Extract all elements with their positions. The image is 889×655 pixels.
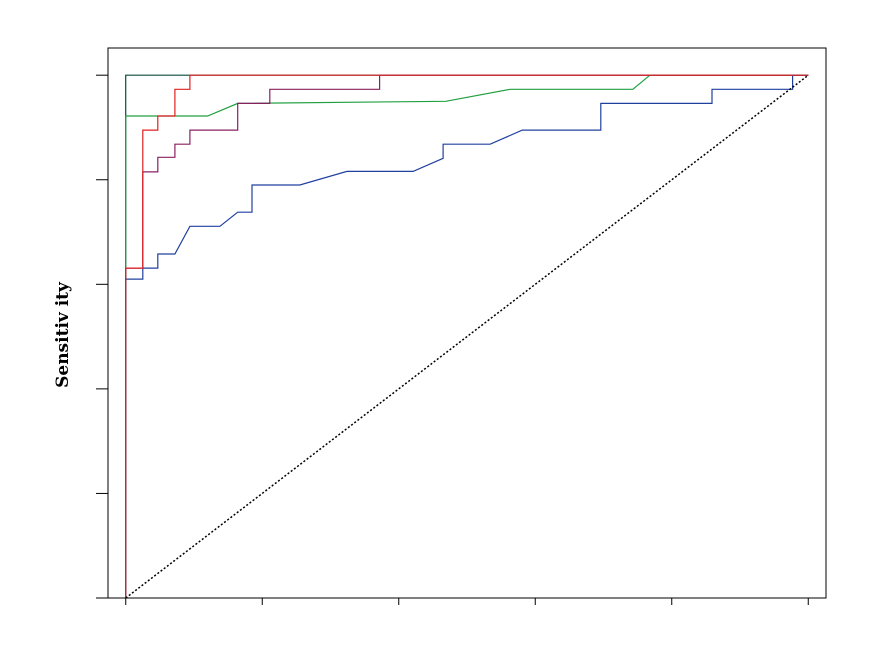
roc-curve	[125, 74, 809, 598]
roc-curve	[125, 74, 809, 598]
plot-frame	[107, 47, 827, 599]
roc-curve	[125, 74, 809, 598]
y-axis-label: Sensitiv ity	[53, 281, 73, 388]
roc-curve	[125, 74, 809, 599]
